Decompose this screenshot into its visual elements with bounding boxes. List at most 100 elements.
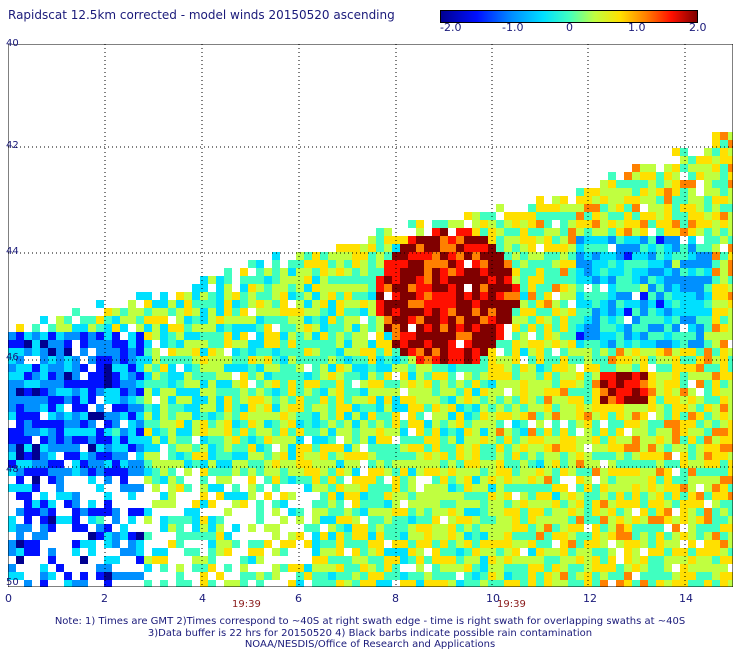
data-cell	[360, 300, 368, 308]
data-cell	[600, 404, 608, 412]
data-cell	[184, 332, 192, 340]
data-cell	[24, 364, 32, 372]
data-cell	[232, 452, 240, 460]
data-cell	[632, 556, 640, 564]
data-cell	[496, 580, 504, 587]
data-cell	[480, 372, 488, 380]
data-cell	[520, 284, 528, 292]
data-cell	[56, 340, 64, 348]
data-cell	[464, 268, 472, 276]
data-cell	[656, 228, 664, 236]
data-cell	[408, 420, 416, 428]
data-cell	[632, 340, 640, 348]
data-cell	[440, 252, 448, 260]
data-cell	[320, 324, 328, 332]
data-cell	[672, 300, 680, 308]
data-cell	[48, 524, 56, 532]
data-cell	[88, 532, 96, 540]
data-cell	[144, 404, 152, 412]
data-cell	[256, 260, 264, 268]
data-cell	[272, 380, 280, 388]
data-cell	[472, 540, 480, 548]
data-cell	[104, 436, 112, 444]
data-cell	[88, 316, 96, 324]
data-cell	[664, 508, 672, 516]
data-cell	[128, 308, 136, 316]
data-cell	[448, 556, 456, 564]
data-cell	[616, 428, 624, 436]
data-cell	[32, 476, 40, 484]
data-cell	[264, 460, 272, 468]
data-cell	[480, 228, 488, 236]
data-cell	[296, 372, 304, 380]
data-cell	[432, 236, 440, 244]
data-cell	[408, 404, 416, 412]
data-cell	[144, 364, 152, 372]
data-cell	[136, 316, 144, 324]
data-cell	[72, 420, 80, 428]
data-cell	[528, 204, 536, 212]
data-cell	[224, 292, 232, 300]
data-cell	[408, 572, 416, 580]
data-cell	[352, 364, 360, 372]
data-cell	[280, 324, 288, 332]
data-cell	[384, 404, 392, 412]
data-cell	[648, 380, 656, 388]
data-cell	[248, 348, 256, 356]
data-cell	[688, 508, 696, 516]
data-cell	[240, 492, 248, 500]
data-cell	[624, 508, 632, 516]
data-cell	[152, 332, 160, 340]
data-cell	[32, 340, 40, 348]
x-tick: 12	[583, 592, 597, 605]
data-cell	[88, 540, 96, 548]
data-cell	[432, 252, 440, 260]
data-cell	[672, 164, 680, 172]
data-cell	[656, 452, 664, 460]
data-cell	[576, 276, 584, 284]
data-cell	[552, 436, 560, 444]
data-cell	[40, 452, 48, 460]
data-cell	[256, 404, 264, 412]
data-cell	[424, 508, 432, 516]
data-cell	[8, 444, 16, 452]
data-cell	[616, 292, 624, 300]
data-cell	[448, 260, 456, 268]
data-cell	[216, 348, 224, 356]
data-cell	[624, 268, 632, 276]
data-cell	[480, 436, 488, 444]
data-cell	[520, 252, 528, 260]
data-cell	[608, 484, 616, 492]
data-cell	[368, 300, 376, 308]
data-cell	[472, 484, 480, 492]
data-cell	[384, 492, 392, 500]
data-cell	[504, 268, 512, 276]
data-cell	[96, 404, 104, 412]
data-cell	[408, 500, 416, 508]
data-cell	[720, 572, 728, 580]
data-cell	[80, 436, 88, 444]
data-cell	[360, 364, 368, 372]
data-cell	[96, 436, 104, 444]
data-cell	[496, 516, 504, 524]
data-cell	[312, 420, 320, 428]
data-cell	[360, 476, 368, 484]
data-cell	[416, 300, 424, 308]
data-cell	[336, 324, 344, 332]
data-cell	[16, 508, 24, 516]
data-cell	[32, 484, 40, 492]
data-cell	[24, 404, 32, 412]
data-cell	[160, 372, 168, 380]
data-cell	[160, 428, 168, 436]
data-cell	[312, 260, 320, 268]
data-cell	[176, 316, 184, 324]
map-title: Rapidscat 12.5km corrected - model winds…	[8, 8, 395, 22]
data-cell	[712, 572, 720, 580]
data-cell	[32, 428, 40, 436]
data-cell	[728, 348, 733, 356]
data-cell	[696, 276, 704, 284]
data-cell	[520, 500, 528, 508]
data-cell	[384, 452, 392, 460]
data-cell	[80, 468, 88, 476]
data-cell	[8, 452, 16, 460]
